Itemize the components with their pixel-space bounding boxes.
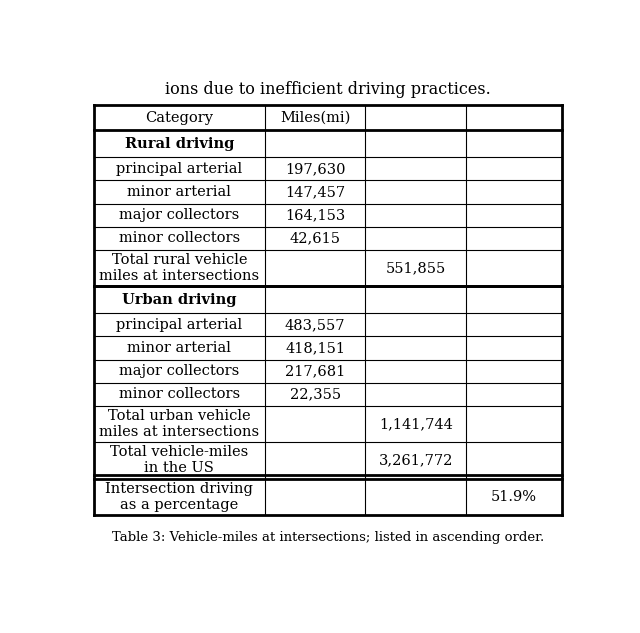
Text: Table 3: Vehicle-miles at intersections; listed in ascending order.: Table 3: Vehicle-miles at intersections;… <box>112 532 544 544</box>
Text: 551,855: 551,855 <box>386 261 446 275</box>
Text: 418,151: 418,151 <box>285 341 345 355</box>
Text: major collectors: major collectors <box>119 208 239 222</box>
Text: 1,141,744: 1,141,744 <box>379 417 452 431</box>
Text: principal arterial: principal arterial <box>116 162 243 176</box>
Text: 22,355: 22,355 <box>289 387 340 401</box>
Text: Category: Category <box>145 111 213 125</box>
Text: Total vehicle-miles
in the US: Total vehicle-miles in the US <box>110 445 248 475</box>
Text: 197,630: 197,630 <box>285 162 346 176</box>
Text: 42,615: 42,615 <box>290 231 340 245</box>
Text: Miles(mi): Miles(mi) <box>280 111 350 125</box>
Text: 483,557: 483,557 <box>285 318 346 332</box>
Text: 147,457: 147,457 <box>285 185 345 199</box>
Text: 3,261,772: 3,261,772 <box>379 453 453 467</box>
Text: principal arterial: principal arterial <box>116 318 243 332</box>
Text: 217,681: 217,681 <box>285 364 345 378</box>
Text: minor arterial: minor arterial <box>127 185 231 199</box>
Text: Urban driving: Urban driving <box>122 292 237 307</box>
Text: Rural driving: Rural driving <box>125 137 234 151</box>
Text: 51.9%: 51.9% <box>491 490 537 504</box>
Text: Total rural vehicle
miles at intersections: Total rural vehicle miles at intersectio… <box>99 253 259 283</box>
Text: Total urban vehicle
miles at intersections: Total urban vehicle miles at intersectio… <box>99 409 259 439</box>
Text: major collectors: major collectors <box>119 364 239 378</box>
Text: minor collectors: minor collectors <box>119 387 240 401</box>
Text: 164,153: 164,153 <box>285 208 345 222</box>
Text: minor collectors: minor collectors <box>119 231 240 245</box>
Text: minor arterial: minor arterial <box>127 341 231 355</box>
Text: ions due to inefficient driving practices.: ions due to inefficient driving practice… <box>165 81 491 98</box>
Text: Intersection driving
as a percentage: Intersection driving as a percentage <box>106 482 253 512</box>
